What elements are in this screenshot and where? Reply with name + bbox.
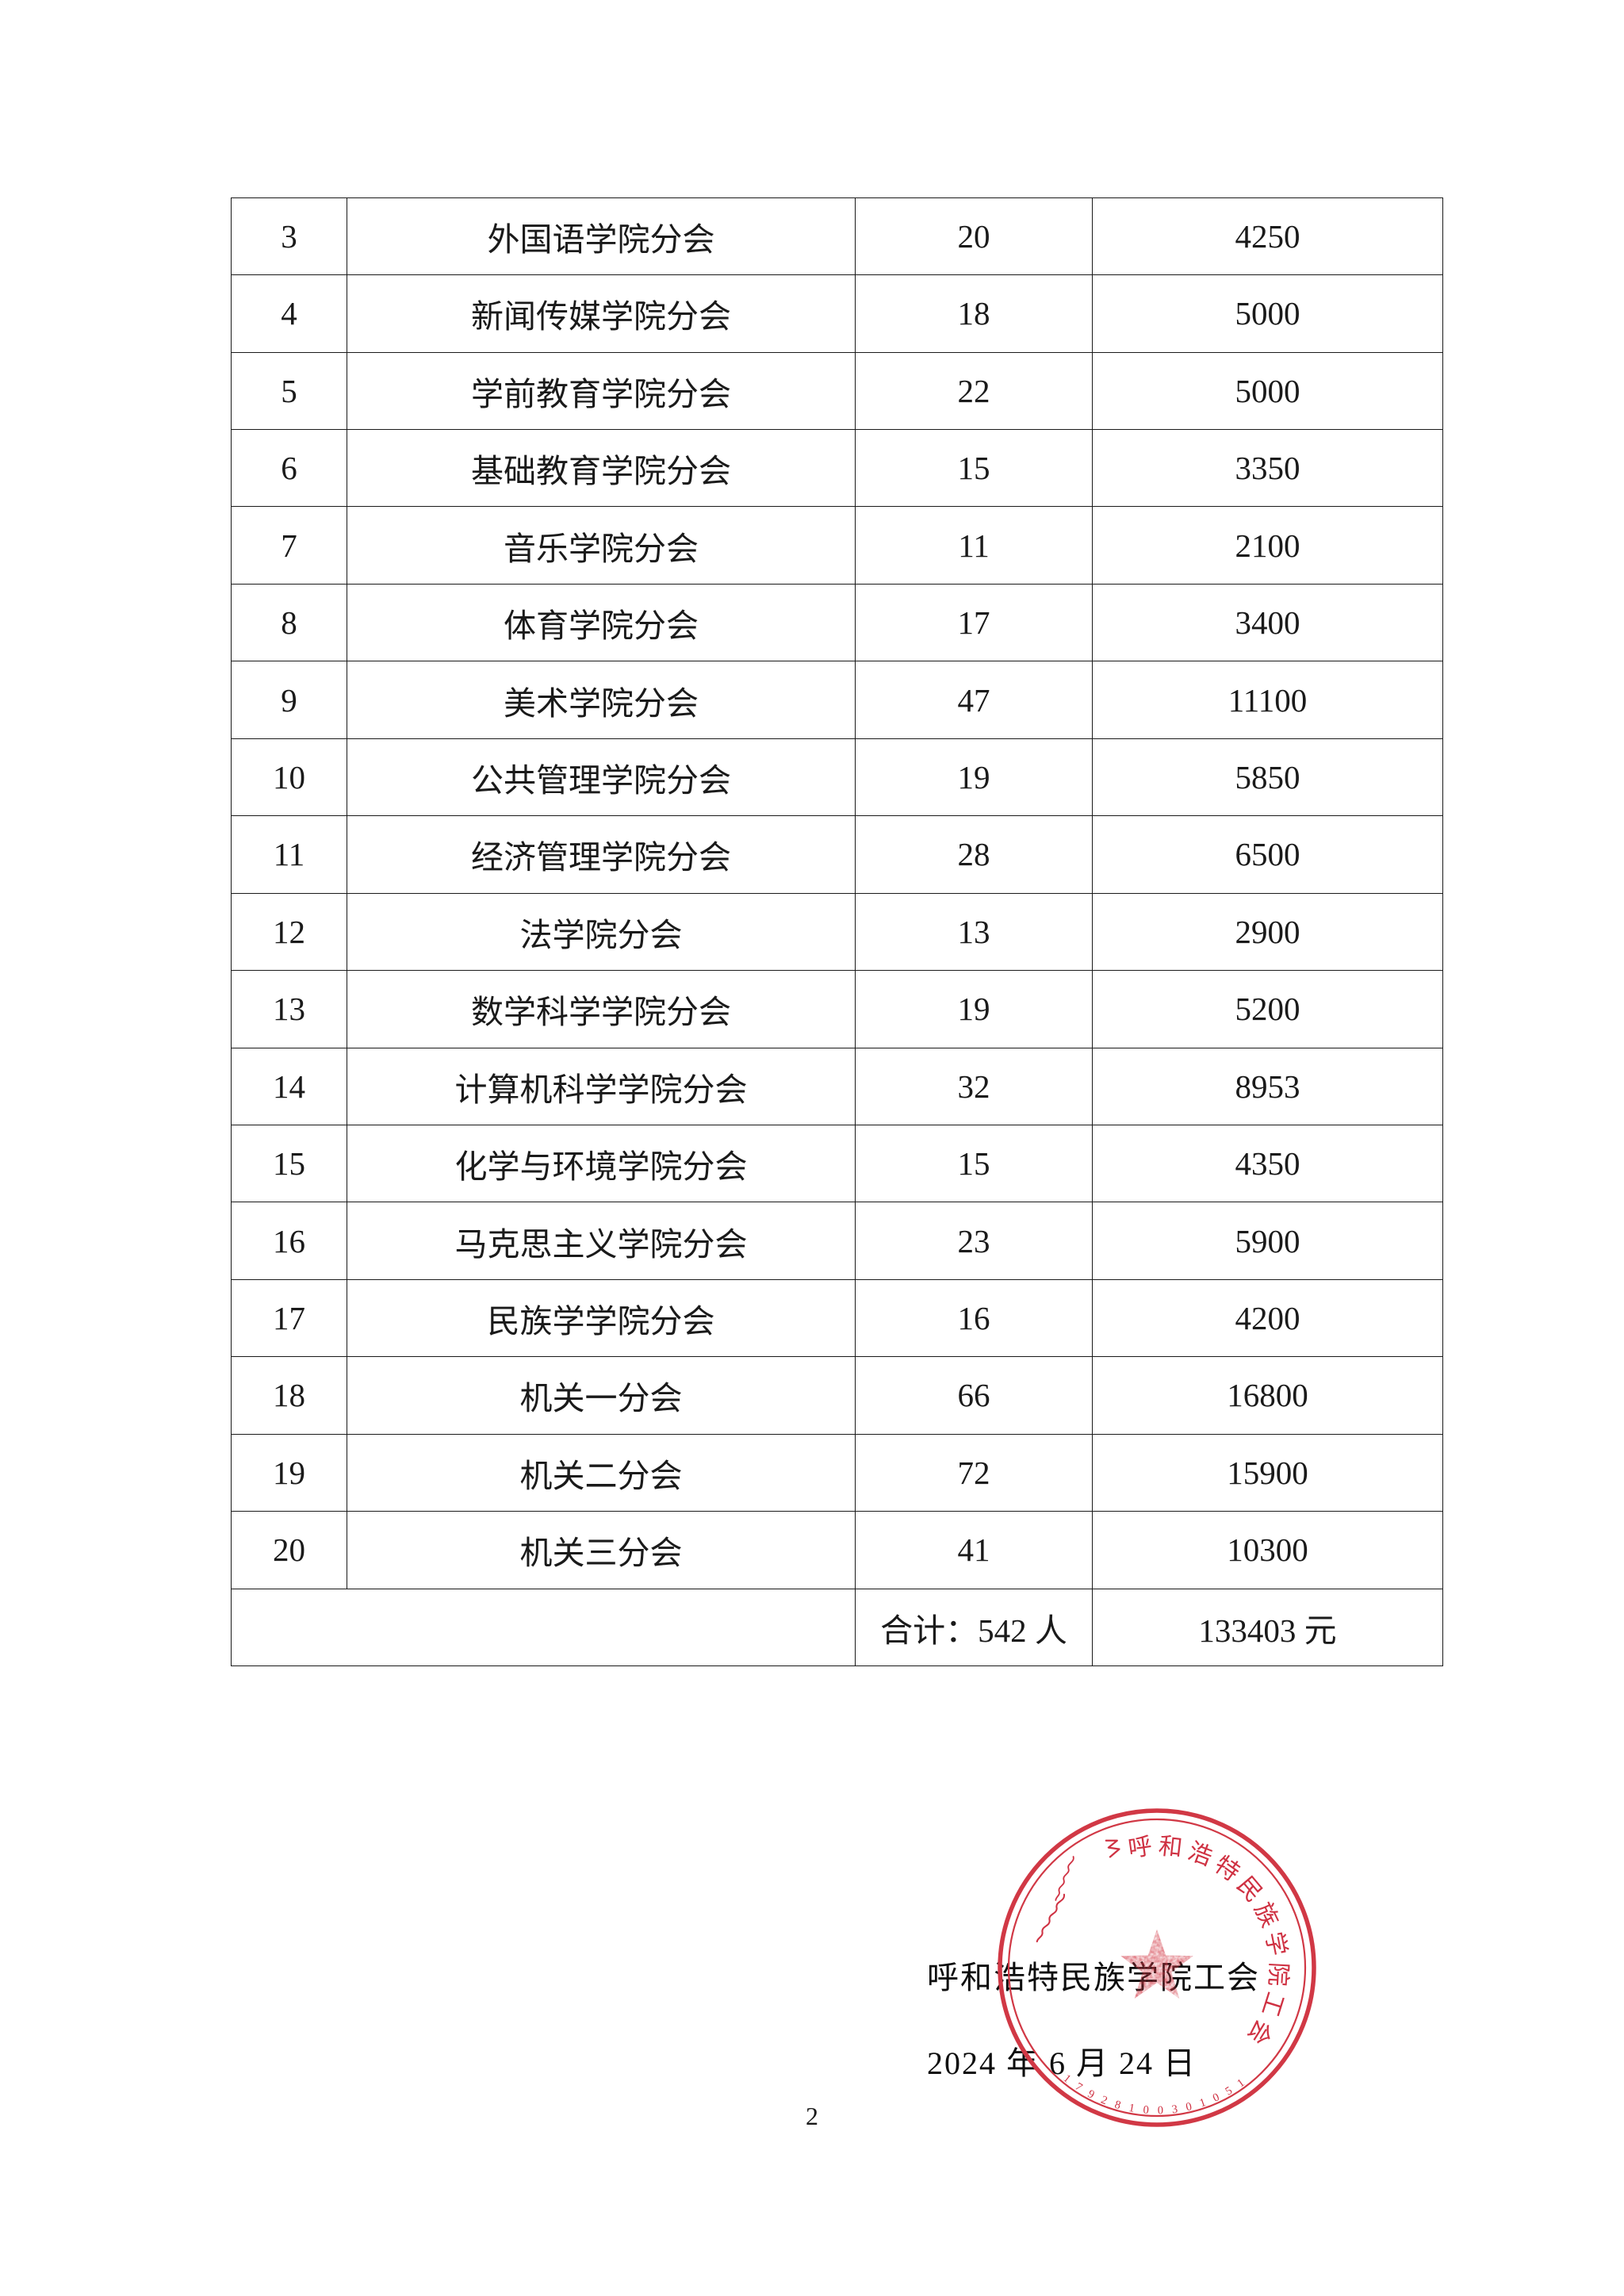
svg-text:学: 学 xyxy=(1261,1930,1291,1958)
svg-text:0: 0 xyxy=(1143,2104,1149,2118)
svg-text:1: 1 xyxy=(1235,2076,1247,2090)
svg-text:工: 工 xyxy=(1256,1989,1289,2020)
svg-text:1: 1 xyxy=(1061,2072,1074,2086)
svg-text:院: 院 xyxy=(1264,1961,1292,1987)
svg-text:1: 1 xyxy=(1128,2102,1136,2115)
svg-text:和: 和 xyxy=(1157,1833,1184,1861)
svg-text:族: 族 xyxy=(1249,1899,1283,1931)
svg-text:9: 9 xyxy=(1086,2087,1097,2102)
svg-text:5: 5 xyxy=(1224,2084,1235,2098)
svg-text:民: 民 xyxy=(1231,1872,1267,1907)
svg-text:0: 0 xyxy=(1158,2104,1164,2117)
svg-text:会: 会 xyxy=(1242,2014,1277,2049)
svg-text:特: 特 xyxy=(1209,1851,1244,1886)
svg-text:呼: 呼 xyxy=(1127,1833,1154,1862)
svg-text:3: 3 xyxy=(1171,2103,1178,2117)
svg-text:7: 7 xyxy=(1073,2080,1085,2094)
svg-text:1: 1 xyxy=(1198,2096,1208,2110)
svg-text:8: 8 xyxy=(1113,2099,1122,2112)
svg-text:0: 0 xyxy=(1185,2100,1193,2114)
svg-text:浩: 浩 xyxy=(1185,1838,1216,1872)
svg-text:2: 2 xyxy=(1099,2094,1109,2108)
svg-text:0: 0 xyxy=(1211,2091,1221,2105)
